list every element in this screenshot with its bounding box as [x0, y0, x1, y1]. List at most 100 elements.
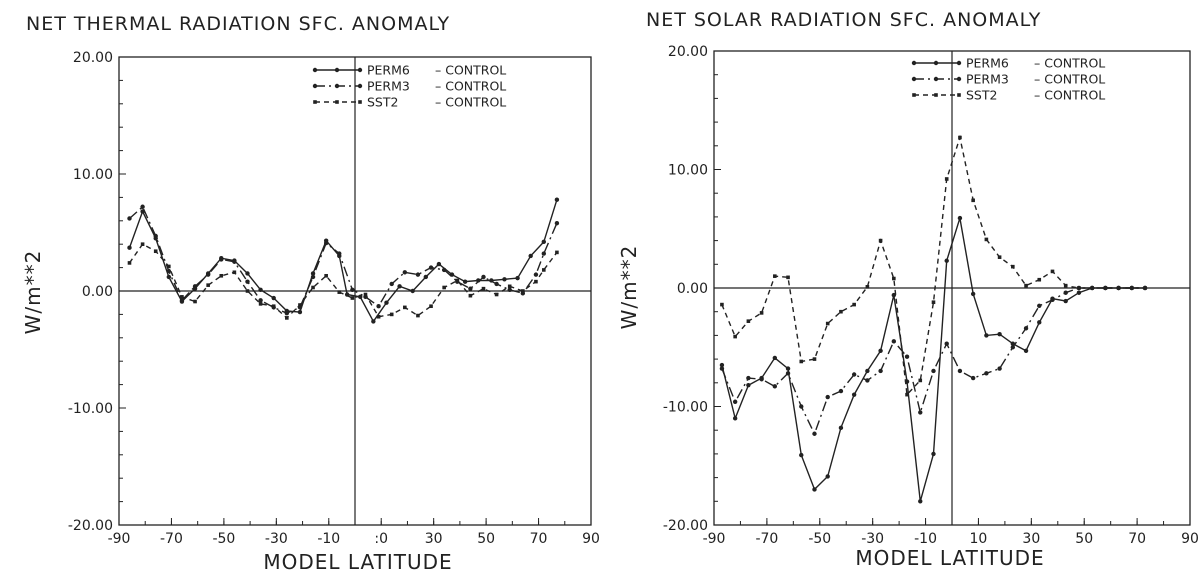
data-point	[533, 272, 539, 277]
data-point	[1103, 286, 1108, 290]
x-axis-label: MODEL LATITUDE	[263, 550, 452, 574]
data-point	[415, 272, 421, 277]
legend-marker	[934, 93, 938, 97]
legend: PERM6 – CONTROL PERM3 – CONTROL SST2 – CONTRO…	[911, 56, 1105, 103]
data-point	[179, 298, 185, 303]
y-tick-label: -20.00	[68, 518, 113, 534]
legend-marker	[956, 60, 962, 66]
data-point	[193, 299, 197, 304]
series-line	[721, 217, 1145, 502]
legend-label: SST2	[367, 95, 398, 110]
solar-chart-panel: NET SOLAR RADIATION SFC. ANOMALY W/m**2 …	[617, 9, 1199, 570]
data-point	[1130, 286, 1134, 290]
data-point	[944, 341, 949, 346]
y-tick-label: 0.00	[677, 281, 708, 297]
data-point	[337, 251, 342, 256]
x-tick-label: 10	[970, 531, 988, 547]
data-point	[799, 404, 804, 409]
data-point	[851, 392, 857, 397]
legend-marker	[312, 83, 318, 89]
data-point	[397, 284, 402, 289]
data-point	[931, 300, 936, 305]
data-point	[732, 416, 738, 421]
legend-marker	[956, 76, 962, 82]
data-point	[127, 216, 132, 221]
data-point	[1023, 348, 1029, 354]
x-tick-label: :0	[374, 531, 388, 547]
data-point	[140, 204, 145, 209]
data-point	[838, 425, 844, 431]
legend-label-suffix: – CONTROL	[1034, 56, 1105, 71]
data-point	[957, 215, 963, 221]
data-point	[1037, 320, 1042, 325]
data-point	[153, 233, 158, 239]
data-point	[153, 249, 158, 254]
x-tick-label: -90	[703, 531, 726, 547]
legend-label-suffix: – CONTROL	[1034, 72, 1105, 87]
x-tick-label: -70	[755, 531, 778, 547]
data-point	[455, 278, 460, 283]
data-point	[271, 304, 276, 309]
x-tick-label: -70	[160, 531, 183, 547]
legend-label: SST2	[966, 88, 997, 103]
legend-marker	[957, 93, 961, 97]
data-point	[363, 292, 368, 297]
data-point	[441, 267, 447, 273]
data-point	[1063, 298, 1068, 304]
y-tick-label: 0.00	[82, 284, 113, 300]
y-tick-label: 10.00	[73, 167, 113, 183]
legend-label: PERM6	[367, 63, 410, 78]
legend-marker	[313, 100, 317, 104]
data-point	[127, 245, 132, 250]
data-point	[1116, 286, 1121, 290]
data-point	[324, 273, 328, 278]
data-point	[323, 240, 329, 246]
y-tick-label: -10.00	[68, 401, 113, 417]
series-line	[128, 243, 558, 319]
legend-label: PERM3	[966, 72, 1009, 87]
data-point	[997, 255, 1002, 259]
data-point	[957, 368, 963, 374]
data-point	[865, 285, 870, 289]
data-point	[1143, 286, 1147, 290]
data-point	[166, 274, 172, 280]
data-point	[918, 499, 923, 504]
data-point	[167, 264, 171, 269]
data-point	[746, 375, 751, 381]
data-point	[759, 377, 764, 382]
data-point	[865, 378, 870, 383]
data-point	[746, 319, 751, 323]
data-point	[429, 304, 433, 309]
y-axis-label: W/m**2	[617, 245, 641, 330]
data-point	[206, 283, 210, 287]
data-point	[1037, 277, 1042, 282]
series-lines	[719, 134, 1148, 504]
legend-marker	[334, 67, 340, 73]
data-point	[891, 339, 897, 344]
data-point	[786, 275, 790, 280]
data-point	[494, 292, 499, 297]
data-point	[389, 312, 394, 317]
legend-label-suffix: – CONTROL	[435, 95, 506, 110]
data-point	[219, 257, 224, 262]
data-point	[258, 302, 263, 306]
x-tick-label: 30	[1022, 531, 1040, 547]
data-point	[389, 281, 394, 287]
data-point	[542, 268, 546, 272]
data-point	[944, 177, 949, 181]
data-point	[838, 388, 844, 394]
x-tick-label: 30	[425, 531, 443, 547]
chart-title: NET SOLAR RADIATION SFC. ANOMALY	[646, 9, 1041, 31]
data-point	[825, 474, 830, 479]
data-point	[971, 198, 975, 203]
axis-ticks: -90 -70 -50 -30 -10:0 30 50 70 90 20.00 10.00 0.00 -…	[68, 50, 600, 547]
legend-marker	[335, 100, 339, 104]
data-point	[232, 270, 237, 275]
data-point	[970, 291, 976, 297]
legend-label-suffix: – CONTROL	[1034, 88, 1105, 103]
series-line	[129, 205, 558, 314]
x-tick-label: -30	[861, 531, 884, 547]
x-tick-label: -50	[808, 531, 831, 547]
y-tick-label: 10.00	[668, 163, 708, 179]
